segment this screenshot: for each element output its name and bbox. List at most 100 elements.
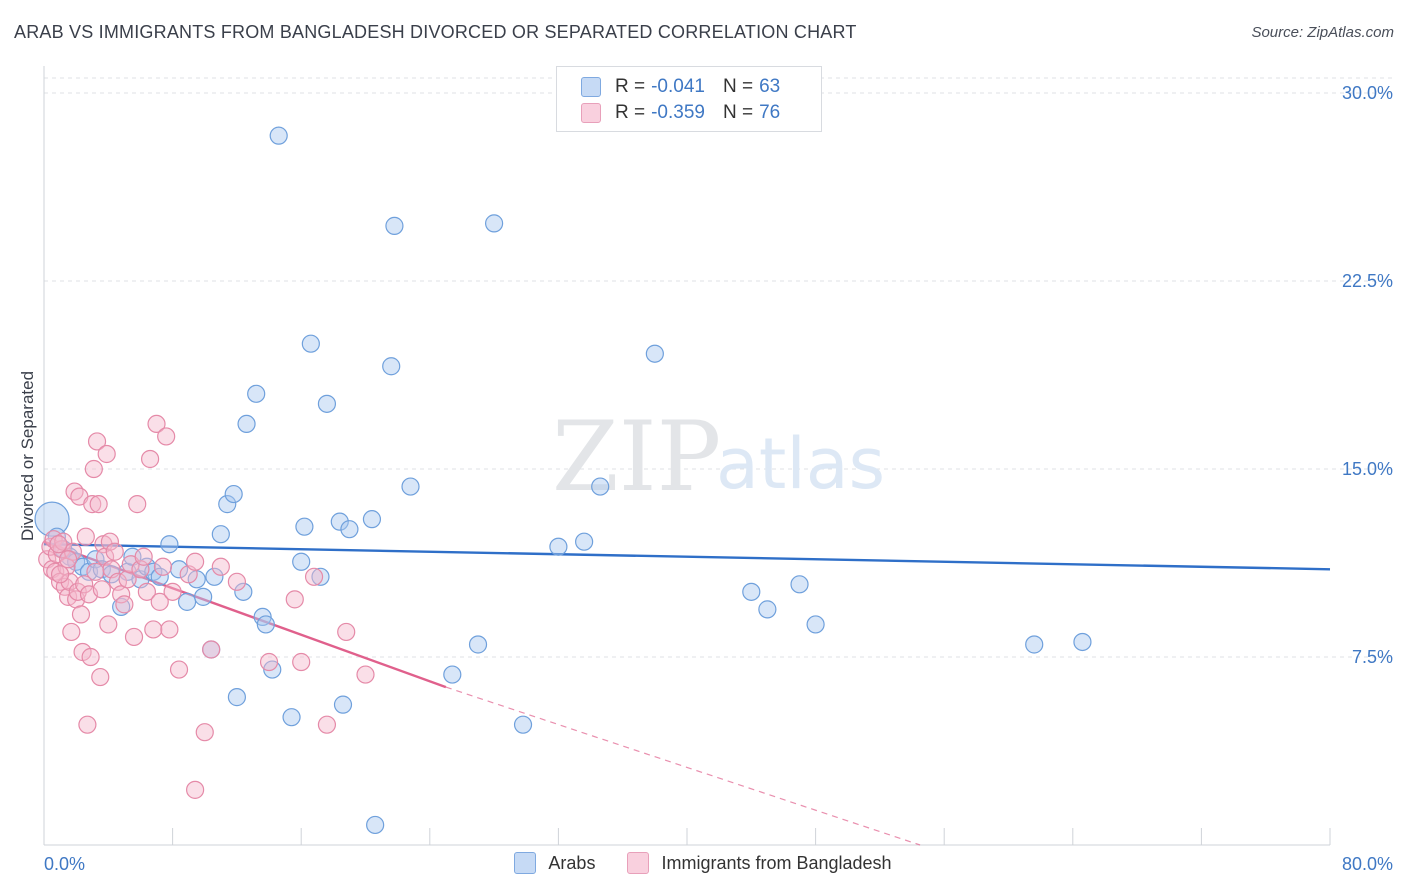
data-point bbox=[575, 532, 594, 551]
data-point bbox=[160, 620, 179, 639]
data-point bbox=[87, 432, 107, 451]
data-point bbox=[86, 562, 105, 581]
legend-r-value: -0.041 bbox=[651, 76, 705, 97]
data-point bbox=[34, 501, 70, 537]
data-point bbox=[790, 575, 809, 594]
data-point bbox=[177, 592, 197, 611]
data-point bbox=[295, 517, 314, 536]
data-point bbox=[112, 585, 131, 604]
series-legend: Arabs Immigrants from Bangladesh bbox=[0, 852, 1406, 874]
data-point bbox=[742, 582, 761, 601]
data-point bbox=[49, 535, 68, 554]
series-bangladesh bbox=[38, 414, 375, 799]
legend-swatch-bangladesh bbox=[581, 103, 601, 123]
data-point bbox=[68, 582, 87, 601]
data-point bbox=[211, 557, 230, 576]
data-point bbox=[224, 484, 243, 504]
data-point bbox=[147, 414, 166, 434]
data-point bbox=[806, 615, 825, 634]
data-point bbox=[100, 532, 120, 551]
data-point bbox=[75, 575, 94, 594]
legend-r-label: R = bbox=[615, 76, 646, 97]
legend-item-arabs[interactable]: Arabs bbox=[514, 852, 595, 874]
y-tick-label: 22.5% bbox=[1342, 271, 1393, 291]
data-point bbox=[256, 615, 275, 634]
watermark: ZIP atlas bbox=[552, 401, 885, 513]
data-point bbox=[160, 535, 179, 554]
data-point bbox=[513, 715, 533, 734]
data-point bbox=[195, 723, 214, 742]
data-point bbox=[118, 570, 137, 589]
axes bbox=[43, 66, 1331, 846]
data-point bbox=[153, 557, 173, 576]
data-point bbox=[202, 640, 221, 659]
legend-label-bangladesh: Immigrants from Bangladesh bbox=[661, 852, 892, 873]
data-point bbox=[65, 482, 84, 501]
data-point bbox=[71, 605, 91, 624]
legend-n-value: 63 bbox=[759, 76, 781, 97]
data-point bbox=[301, 334, 320, 353]
x-tick-label: 80.0% bbox=[1342, 854, 1393, 874]
data-point bbox=[105, 542, 124, 561]
data-point bbox=[337, 622, 356, 642]
data-point bbox=[134, 547, 153, 566]
data-point bbox=[89, 495, 108, 514]
data-point bbox=[758, 600, 777, 619]
data-point bbox=[78, 715, 97, 734]
x-tick-label: 0.0% bbox=[44, 854, 85, 874]
data-point bbox=[115, 595, 134, 614]
legend-swatch-arabs bbox=[514, 852, 537, 874]
tick-labels: 7.5% 15.0% 22.5% 30.0% 0.0% 80.0% bbox=[44, 83, 1393, 874]
data-point bbox=[144, 620, 163, 639]
data-point bbox=[163, 582, 182, 601]
data-point bbox=[52, 540, 71, 559]
data-point bbox=[112, 597, 131, 616]
data-point bbox=[84, 459, 103, 479]
data-point bbox=[362, 510, 382, 529]
data-point bbox=[591, 477, 610, 496]
data-point bbox=[333, 695, 353, 714]
data-point bbox=[330, 512, 349, 531]
data-point bbox=[186, 780, 205, 799]
data-points bbox=[34, 126, 1092, 835]
legend-r-label: R = bbox=[615, 102, 646, 123]
legend-row-bangladesh: R = -0.359 N = 76 bbox=[581, 99, 780, 127]
data-point bbox=[91, 667, 110, 687]
gridlines bbox=[44, 77, 1394, 658]
series-arabs bbox=[34, 126, 1092, 835]
data-point bbox=[128, 495, 147, 514]
legend-n-label: N = bbox=[722, 102, 754, 123]
data-point bbox=[157, 427, 176, 446]
data-point bbox=[317, 715, 337, 734]
data-point bbox=[81, 647, 100, 667]
data-point bbox=[247, 384, 266, 403]
data-point bbox=[645, 344, 664, 363]
data-point bbox=[401, 477, 420, 496]
data-point bbox=[99, 615, 118, 634]
legend-swatch-bangladesh bbox=[627, 852, 650, 874]
legend-n-label: N = bbox=[722, 76, 754, 97]
data-point bbox=[218, 495, 237, 514]
watermark-atlas: atlas bbox=[716, 423, 885, 505]
data-point bbox=[317, 394, 337, 413]
data-point bbox=[59, 550, 78, 569]
data-point bbox=[46, 562, 65, 581]
data-point bbox=[83, 495, 102, 514]
data-point bbox=[140, 449, 160, 469]
data-point bbox=[169, 660, 189, 679]
data-point bbox=[356, 665, 375, 684]
data-point bbox=[385, 216, 404, 235]
data-point bbox=[194, 587, 213, 606]
data-point bbox=[468, 635, 488, 654]
legend-r-value: -0.359 bbox=[651, 102, 705, 123]
data-point bbox=[50, 572, 70, 591]
data-point bbox=[285, 590, 304, 609]
data-point bbox=[211, 525, 230, 544]
data-point bbox=[549, 537, 568, 556]
data-point bbox=[237, 414, 256, 434]
data-point bbox=[92, 580, 111, 599]
legend-item-bangladesh[interactable]: Immigrants from Bangladesh bbox=[627, 852, 892, 874]
data-point bbox=[57, 557, 76, 576]
data-point bbox=[50, 565, 70, 584]
data-point bbox=[205, 567, 224, 586]
